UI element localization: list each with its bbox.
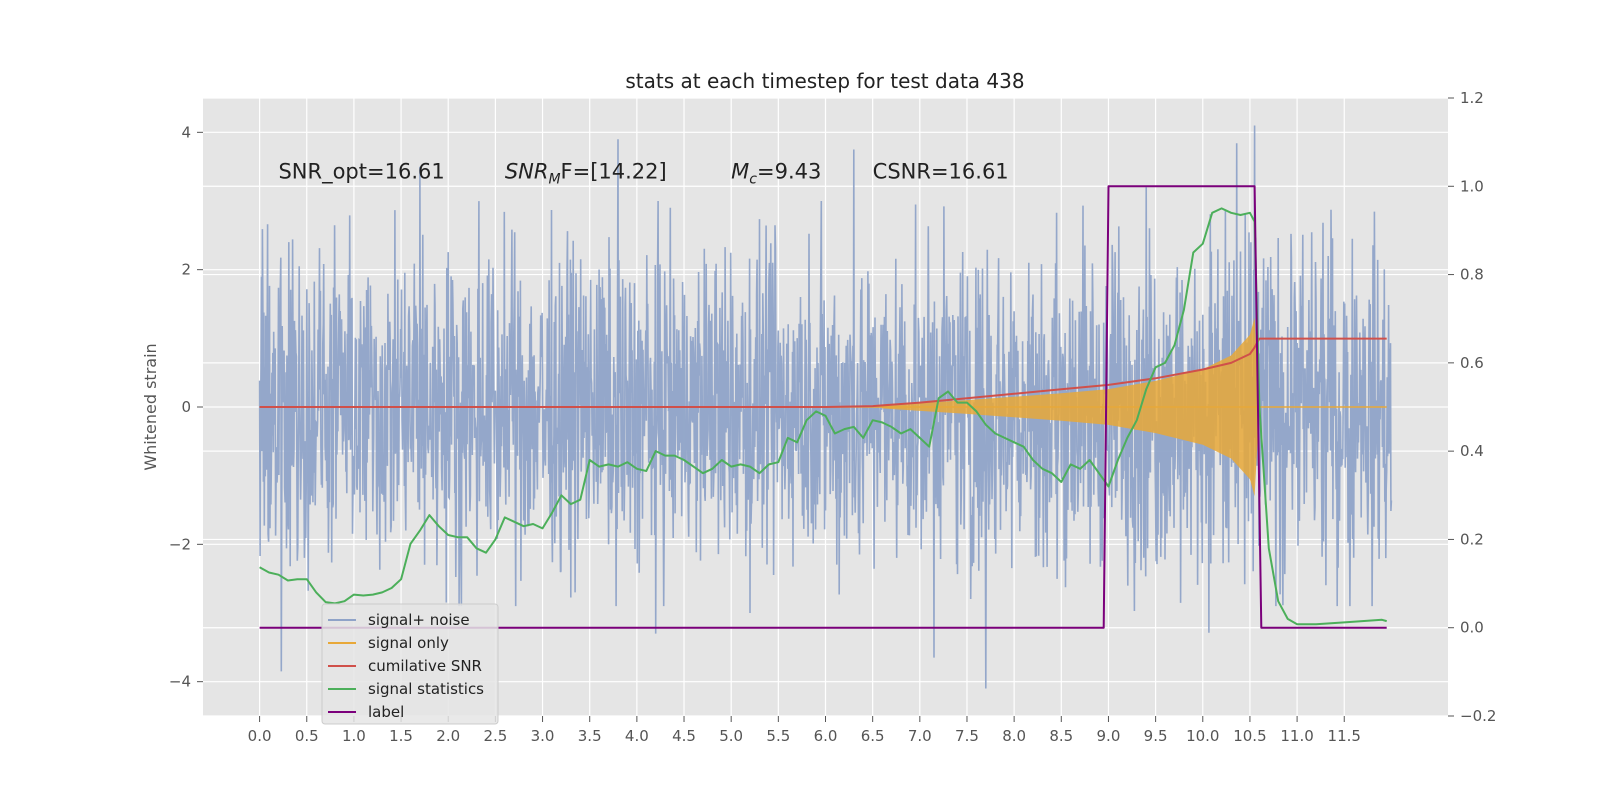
x-tick-label: 2.5 bbox=[483, 727, 507, 745]
x-tick-label: 5.0 bbox=[719, 727, 743, 745]
series-label bbox=[259, 185, 1387, 629]
x-axis-ticks: 0.0 0.5 1.0 1.5 2.0 2.5 3.0 3.5 4.0 4.5 5.0 5.5 6.0 6… bbox=[248, 716, 1361, 745]
series-cumilative-snr bbox=[259, 337, 1387, 408]
y2-tick-label: 0.6 bbox=[1460, 354, 1484, 372]
annotation: Mc=9.43 bbox=[731, 159, 821, 187]
label-line bbox=[259, 185, 1387, 629]
annotation-main: M bbox=[731, 159, 749, 183]
annotation-sub: c bbox=[749, 171, 757, 187]
x-tick-label: 10.5 bbox=[1233, 727, 1266, 745]
x-tick-label: 3.0 bbox=[531, 727, 555, 745]
annotation-rest: F=[14.22] bbox=[561, 159, 667, 183]
legend-label: signal statistics bbox=[368, 680, 484, 698]
x-tick-label: 0.5 bbox=[295, 727, 319, 745]
y2-tick-label: 0.4 bbox=[1460, 442, 1484, 460]
annotation-sub: M bbox=[548, 171, 560, 187]
x-tick-label: 10.0 bbox=[1186, 727, 1219, 745]
x-tick-label: 7.0 bbox=[908, 727, 932, 745]
x-tick-label: 5.5 bbox=[766, 727, 790, 745]
x-tick-label: 11.5 bbox=[1328, 727, 1361, 745]
y-tick-label: 2 bbox=[181, 261, 191, 279]
y-tick-label: 4 bbox=[181, 123, 191, 141]
x-tick-label: 4.5 bbox=[672, 727, 696, 745]
x-tick-label: 6.0 bbox=[814, 727, 838, 745]
legend-label: signal only bbox=[368, 634, 449, 652]
y-tick-label: 0 bbox=[181, 398, 191, 416]
x-tick-label: 1.5 bbox=[389, 727, 413, 745]
legend-label: signal+ noise bbox=[368, 611, 470, 629]
x-tick-label: 7.5 bbox=[955, 727, 979, 745]
cumilative-snr-line bbox=[259, 337, 1387, 408]
x-tick-label: 1.0 bbox=[342, 727, 366, 745]
annotation: CSNR=16.61 bbox=[873, 159, 1009, 183]
x-tick-label: 6.5 bbox=[861, 727, 885, 745]
x-tick-label: 11.0 bbox=[1280, 727, 1313, 745]
x-tick-label: 8.5 bbox=[1049, 727, 1073, 745]
legend: signal+ noise signal only cumilative SNR si… bbox=[321, 603, 499, 725]
x-tick-label: 4.0 bbox=[625, 727, 649, 745]
y2-tick-label: 1.0 bbox=[1460, 177, 1484, 195]
y-tick-label: −2 bbox=[169, 535, 191, 553]
y-axis-label: Whitened strain bbox=[141, 343, 160, 470]
annotation-main: SNR bbox=[505, 159, 549, 183]
legend-box bbox=[321, 603, 499, 725]
y2-tick-label: −0.2 bbox=[1460, 707, 1496, 725]
y-axis-ticks: −4 −2 0 2 4 bbox=[169, 123, 203, 691]
signal-noise-line bbox=[258, 125, 1393, 689]
annotations: SNR_opt=16.61 SNRMF=[14.22] Mc=9.43 CSNR=16… bbox=[278, 159, 1008, 187]
y2-tick-label: 1.2 bbox=[1460, 89, 1484, 107]
annotation-rest: =9.43 bbox=[757, 159, 821, 183]
legend-label: cumilative SNR bbox=[368, 657, 482, 675]
series-signal-noise bbox=[258, 125, 1393, 689]
series-signal-statistics bbox=[259, 207, 1387, 626]
y2-axis-ticks: −0.2 0.0 0.2 0.4 0.6 0.8 1.0 1.2 bbox=[1448, 89, 1496, 725]
x-tick-label: 2.0 bbox=[436, 727, 460, 745]
chart-title: stats at each timestep for test data 438 bbox=[625, 69, 1024, 93]
signal-statistics-line bbox=[259, 207, 1387, 626]
x-tick-label: 0.0 bbox=[248, 727, 272, 745]
x-tick-label: 8.0 bbox=[1002, 727, 1026, 745]
legend-label: label bbox=[368, 703, 404, 721]
y2-tick-label: 0.0 bbox=[1460, 619, 1484, 637]
y2-tick-label: 0.2 bbox=[1460, 530, 1484, 548]
x-tick-label: 9.0 bbox=[1097, 727, 1121, 745]
annotation: SNR_opt=16.61 bbox=[278, 159, 444, 184]
x-tick-label: 9.5 bbox=[1144, 727, 1168, 745]
y2-tick-label: 0.8 bbox=[1460, 266, 1484, 284]
x-tick-label: 3.5 bbox=[578, 727, 602, 745]
y-tick-label: −4 bbox=[169, 673, 191, 691]
annotation: SNRMF=[14.22] bbox=[505, 159, 667, 187]
